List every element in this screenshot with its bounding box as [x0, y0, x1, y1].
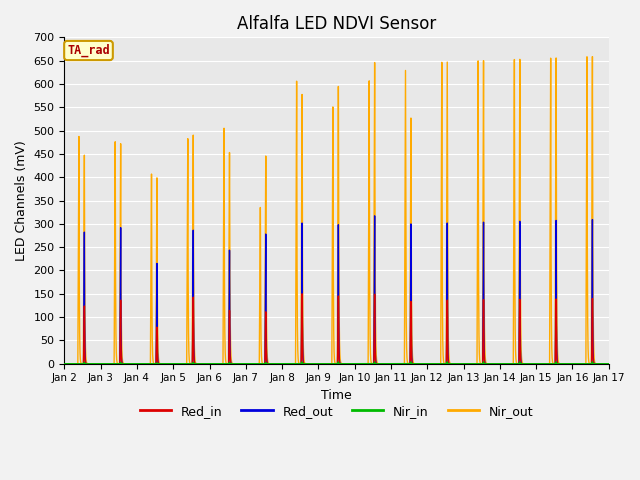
Y-axis label: LED Channels (mV): LED Channels (mV) [15, 140, 28, 261]
Legend: Red_in, Red_out, Nir_in, Nir_out: Red_in, Red_out, Nir_in, Nir_out [134, 400, 538, 423]
Text: TA_rad: TA_rad [67, 44, 110, 57]
X-axis label: Time: Time [321, 389, 352, 402]
Title: Alfalfa LED NDVI Sensor: Alfalfa LED NDVI Sensor [237, 15, 436, 33]
